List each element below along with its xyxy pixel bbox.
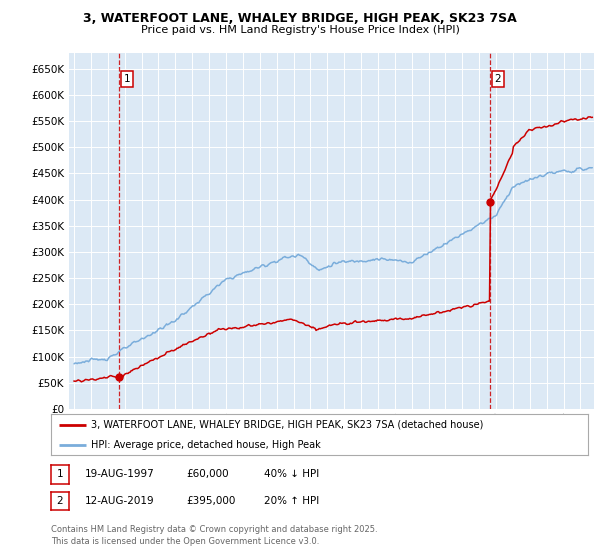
Text: 2: 2	[495, 74, 502, 85]
Text: 3, WATERFOOT LANE, WHALEY BRIDGE, HIGH PEAK, SK23 7SA: 3, WATERFOOT LANE, WHALEY BRIDGE, HIGH P…	[83, 12, 517, 25]
Text: HPI: Average price, detached house, High Peak: HPI: Average price, detached house, High…	[91, 440, 321, 450]
Text: 20% ↑ HPI: 20% ↑ HPI	[264, 496, 319, 506]
Text: £60,000: £60,000	[186, 469, 229, 479]
Text: 19-AUG-1997: 19-AUG-1997	[85, 469, 155, 479]
Text: 40% ↓ HPI: 40% ↓ HPI	[264, 469, 319, 479]
Text: 12-AUG-2019: 12-AUG-2019	[85, 496, 155, 506]
Text: 1: 1	[56, 469, 64, 479]
Text: 1: 1	[124, 74, 130, 85]
Text: Price paid vs. HM Land Registry's House Price Index (HPI): Price paid vs. HM Land Registry's House …	[140, 25, 460, 35]
Text: Contains HM Land Registry data © Crown copyright and database right 2025.
This d: Contains HM Land Registry data © Crown c…	[51, 525, 377, 545]
Text: £395,000: £395,000	[186, 496, 235, 506]
Text: 3, WATERFOOT LANE, WHALEY BRIDGE, HIGH PEAK, SK23 7SA (detached house): 3, WATERFOOT LANE, WHALEY BRIDGE, HIGH P…	[91, 420, 484, 430]
Text: 2: 2	[56, 496, 64, 506]
